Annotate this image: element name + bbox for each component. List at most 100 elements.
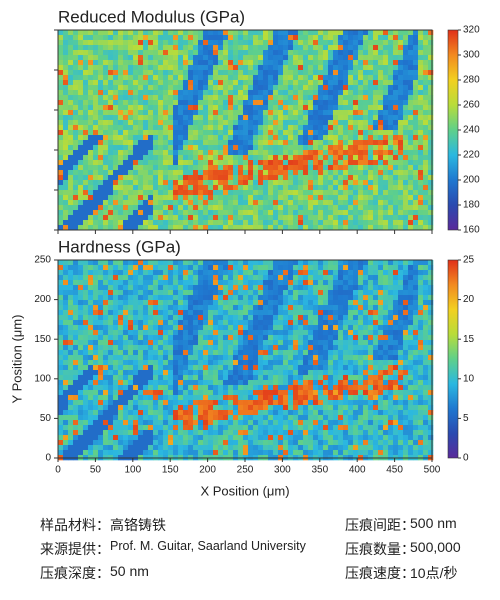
heatmap-cell xyxy=(88,170,94,176)
heatmap-cell xyxy=(423,300,429,306)
heatmap-cell xyxy=(63,115,69,121)
heatmap-cell xyxy=(158,225,164,231)
heatmap-cell xyxy=(383,295,389,301)
heatmap-cell xyxy=(118,350,124,356)
heatmap-cell xyxy=(283,320,289,326)
heatmap-cell xyxy=(313,115,319,121)
heatmap-cell xyxy=(413,345,419,351)
heatmap-cell xyxy=(143,115,149,121)
heatmap-cell xyxy=(313,330,319,336)
heatmap-cell xyxy=(123,140,129,146)
heatmap-cell xyxy=(233,205,239,211)
heatmap-cell xyxy=(373,190,379,196)
heatmap-cell xyxy=(223,135,229,141)
heatmap-cell xyxy=(193,200,199,206)
heatmap-cell xyxy=(63,180,69,186)
heatmap-cell xyxy=(118,285,124,291)
heatmap-cell xyxy=(388,125,394,131)
heatmap-cell xyxy=(248,200,254,206)
heatmap-cell xyxy=(58,320,64,326)
heatmap-cell xyxy=(428,260,434,266)
heatmap-cell xyxy=(188,345,194,351)
heatmap-cell xyxy=(358,75,364,81)
heatmap-cell xyxy=(263,265,269,271)
heatmap-cell xyxy=(253,350,259,356)
heatmap-cell xyxy=(103,300,109,306)
heatmap-cell xyxy=(268,305,274,311)
heatmap-cell xyxy=(83,320,89,326)
heatmap-cell xyxy=(413,270,419,276)
heatmap-cell xyxy=(423,205,429,211)
heatmap-cell xyxy=(378,95,384,101)
heatmap-cell xyxy=(153,30,159,36)
heatmap-cell xyxy=(113,370,119,376)
heatmap-cell xyxy=(108,335,114,341)
heatmap-cell xyxy=(123,215,129,221)
heatmap-cell xyxy=(233,305,239,311)
heatmap-cell xyxy=(173,90,179,96)
colorbar-tick-label: 320 xyxy=(463,25,480,36)
heatmap-cell xyxy=(253,360,259,366)
heatmap-cell xyxy=(308,205,314,211)
heatmap-cell xyxy=(228,370,234,376)
heatmap-cell xyxy=(188,325,194,331)
heatmap-cell xyxy=(363,320,369,326)
heatmap-cell xyxy=(338,215,344,221)
heatmap-cell xyxy=(293,115,299,121)
heatmap-cell xyxy=(338,365,344,371)
heatmap-cell xyxy=(223,260,229,266)
heatmap-cell xyxy=(408,370,414,376)
heatmap-cell xyxy=(98,70,104,76)
heatmap-cell xyxy=(208,210,214,216)
heatmap-cell xyxy=(293,125,299,131)
heatmap-cell xyxy=(258,270,264,276)
heatmap-cell xyxy=(113,200,119,206)
heatmap-cell xyxy=(158,355,164,361)
heatmap-cell xyxy=(208,290,214,296)
heatmap-cell xyxy=(133,350,139,356)
heatmap-cell xyxy=(338,145,344,151)
heatmap-cell xyxy=(148,140,154,146)
heatmap-cell xyxy=(183,370,189,376)
heatmap-cell xyxy=(368,50,374,56)
heatmap-cell xyxy=(258,75,264,81)
heatmap-cell xyxy=(203,295,209,301)
heatmap-cell xyxy=(148,60,154,66)
heatmap-cell xyxy=(183,155,189,161)
heatmap-cell xyxy=(423,100,429,106)
heatmap-cell xyxy=(128,365,134,371)
heatmap-cell xyxy=(318,320,324,326)
heatmap-cell xyxy=(418,265,424,271)
heatmap-cell xyxy=(363,275,369,281)
heatmap-cell xyxy=(333,285,339,291)
heatmap-cell xyxy=(403,375,409,381)
heatmap-cell xyxy=(63,305,69,311)
heatmap-cell xyxy=(283,280,289,286)
heatmap-cell xyxy=(183,380,189,386)
heatmap-cell xyxy=(223,100,229,106)
heatmap-cell xyxy=(123,135,129,141)
heatmap-cell xyxy=(183,365,189,371)
heatmap-cell xyxy=(108,90,114,96)
heatmap-cell xyxy=(308,320,314,326)
heatmap-cell xyxy=(168,320,174,326)
heatmap-cell xyxy=(68,200,74,206)
heatmap-cell xyxy=(213,305,219,311)
heatmap-cell xyxy=(148,260,154,266)
heatmap-cell xyxy=(393,160,399,166)
heatmap-cell xyxy=(258,275,264,281)
heatmap-cell xyxy=(228,345,234,351)
heatmap-cell xyxy=(383,85,389,91)
heatmap-cell xyxy=(143,345,149,351)
heatmap-cell xyxy=(323,30,329,36)
heatmap-cell xyxy=(228,350,234,356)
heatmap-cell xyxy=(248,190,254,196)
heatmap-cell xyxy=(378,330,384,336)
heatmap-cell xyxy=(88,50,94,56)
heatmap-cell xyxy=(328,170,334,176)
heatmap-cell xyxy=(408,290,414,296)
heatmap-cell xyxy=(158,65,164,71)
heatmap-cell xyxy=(168,375,174,381)
heatmap-cell xyxy=(173,65,179,71)
heatmap-cell xyxy=(63,360,69,366)
